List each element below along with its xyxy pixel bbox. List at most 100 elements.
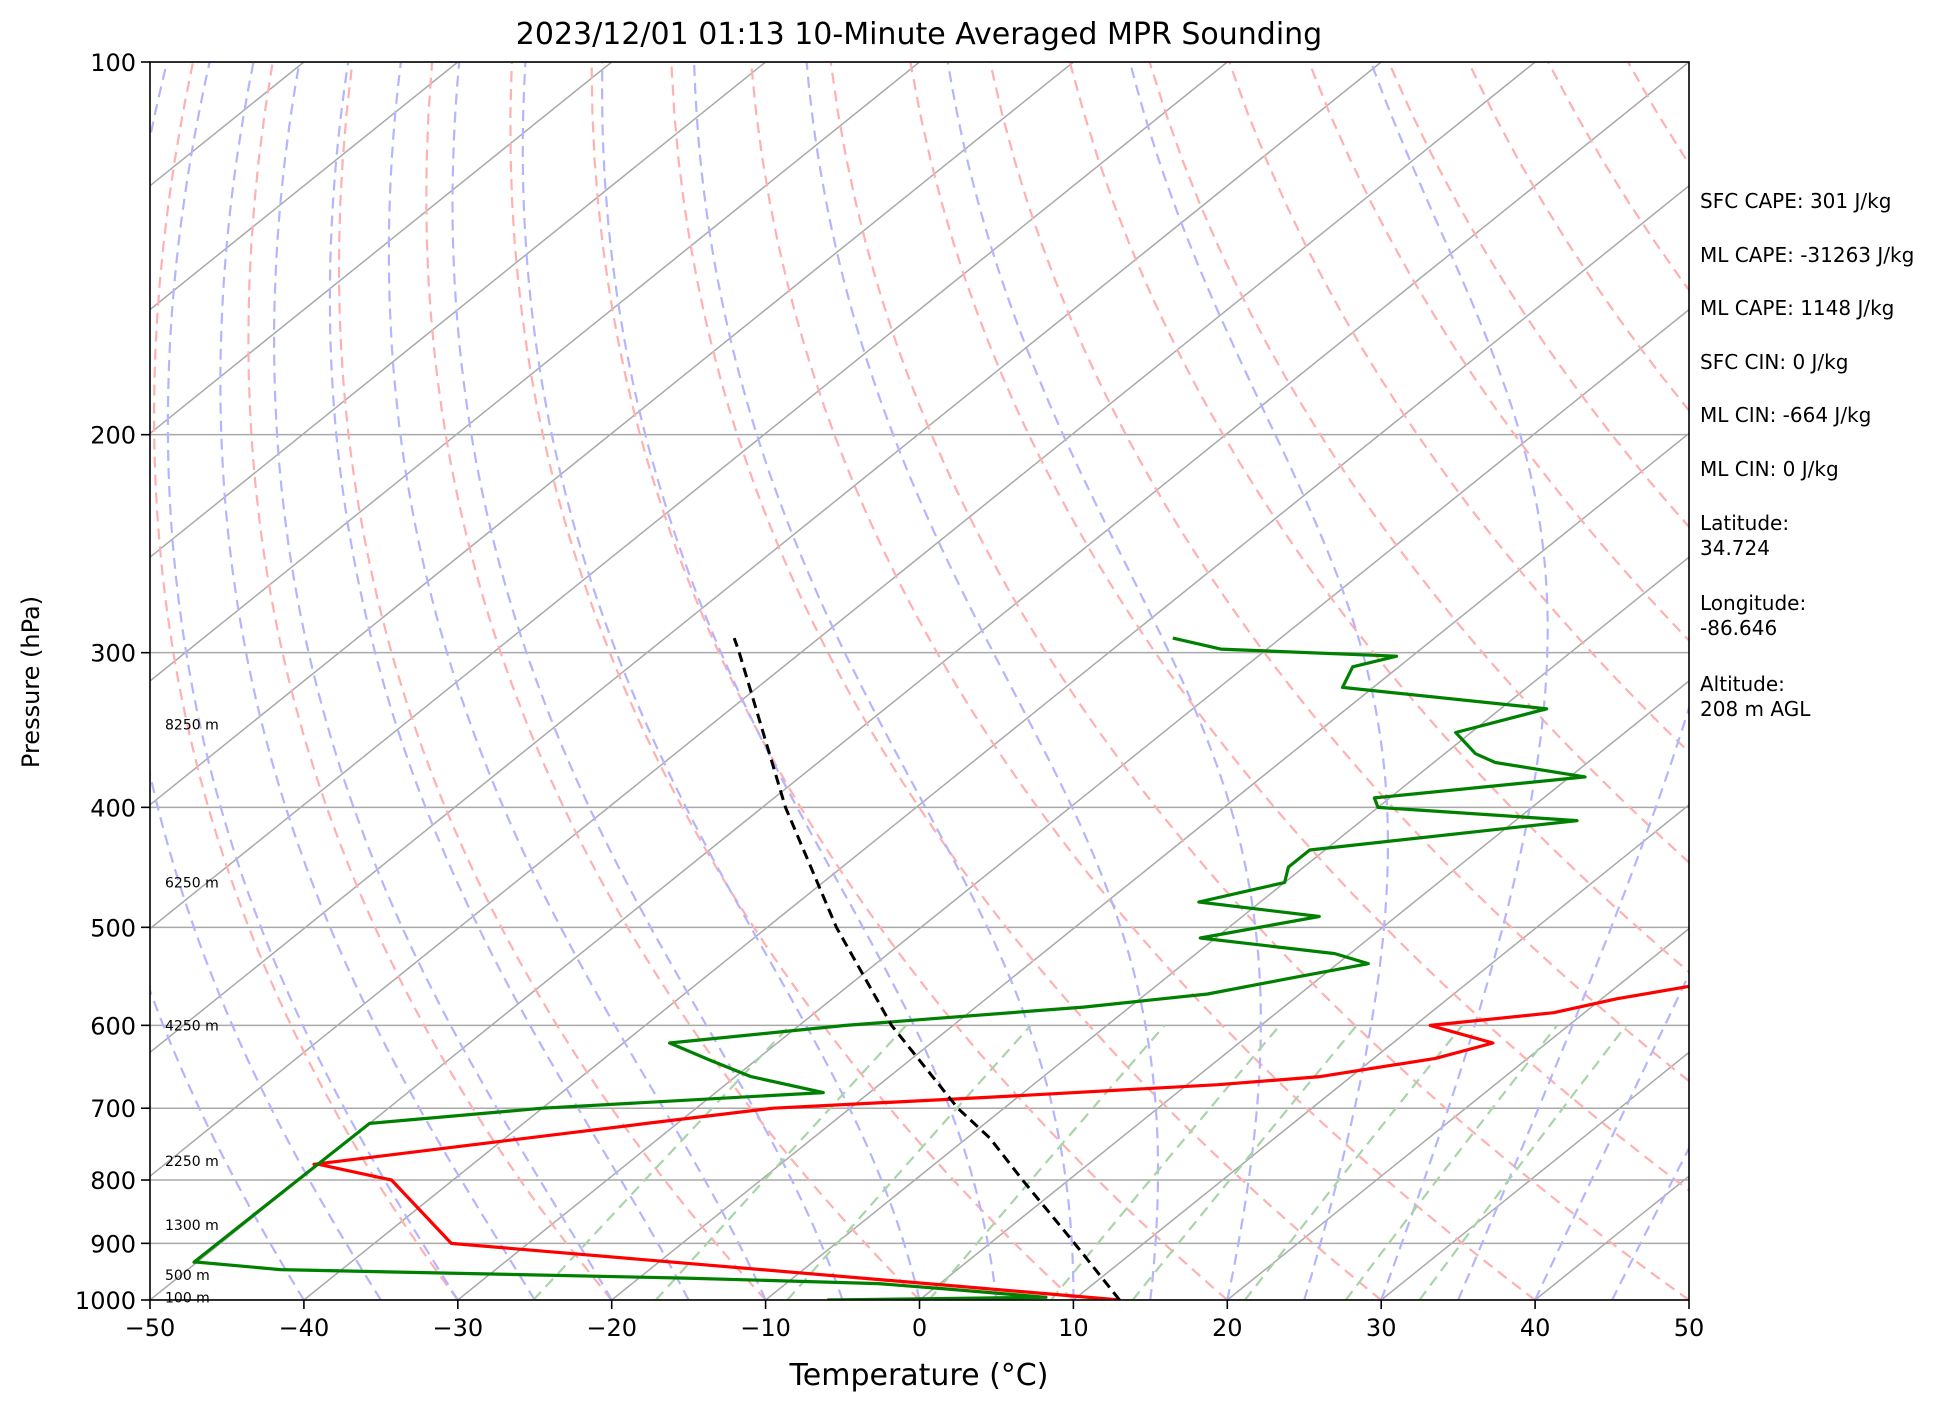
moist-adiabat-line: [150, 62, 382, 1300]
y-tick-label: 100: [90, 49, 136, 77]
isotherm-line: [1226, 927, 1689, 1300]
y-tick-label: 900: [90, 1230, 136, 1258]
mixing-ratio-line: [928, 1024, 1166, 1300]
moist-adiabat-line: [1611, 1145, 1689, 1300]
isotherm-line: [150, 62, 1074, 806]
y-tick-label: 300: [90, 640, 136, 668]
height-label: 100 m: [165, 1290, 210, 1306]
x-tick-label: 30: [1366, 1314, 1397, 1342]
moist-adiabat-line: [219, 62, 536, 1300]
height-label: 2250 m: [165, 1154, 219, 1170]
x-tick-label: −30: [432, 1314, 483, 1342]
x-tick-label: −20: [586, 1314, 637, 1342]
moist-adiabat-line: [693, 62, 1075, 1300]
ml-cin-text-1: ML CIN: -664 J/kg: [1700, 403, 1872, 427]
height-label: 4250 m: [165, 1018, 219, 1034]
data-lines: [192, 636, 1689, 1300]
x-axis-label: Temperature (°C): [789, 1358, 1049, 1393]
dry-adiabat-line: [749, 62, 1536, 1300]
dry-adiabat-line: [1068, 62, 1689, 974]
background-lines: [150, 62, 1689, 1300]
parcel-profile: [732, 637, 1121, 1300]
moist-adiabat-line: [946, 62, 1262, 1300]
dry-adiabat-line: [989, 62, 1689, 1083]
dry-adiabat-line: [152, 62, 459, 1300]
mixing-ratio-line: [1131, 1024, 1358, 1300]
sfc-cape-text: SFC CAPE: 301 J/kg: [1700, 189, 1892, 213]
axis-ticks: −50 −40 −30 −20 −10 0 10 20 30 40 50 1000 900 800 700 6…: [75, 49, 1704, 1342]
y-tick-label: 700: [90, 1095, 136, 1123]
mixing-ratio-line: [786, 1024, 1032, 1300]
y-tick-label: 400: [90, 794, 136, 822]
x-tick-label: 20: [1212, 1314, 1243, 1342]
isotherm-line: [150, 62, 459, 311]
height-labels: 100 m 500 m 1300 m 2250 m 4250 m 6250 m 8250 m: [165, 718, 219, 1307]
height-label: 500 m: [165, 1268, 210, 1284]
height-label: 8250 m: [165, 718, 219, 734]
y-tick-label: 1000: [75, 1287, 136, 1315]
dry-adiabat-line: [829, 62, 1689, 1300]
x-tick-label: 40: [1520, 1314, 1551, 1342]
moist-adiabat-line: [328, 62, 690, 1300]
isotherm-line: [919, 680, 1689, 1300]
moist-adiabat-line: [1128, 62, 1389, 1300]
moist-adiabat-line: [1457, 62, 1689, 1300]
latitude-text: Latitude: 34.724: [1700, 511, 1790, 560]
x-tick-label: 50: [1674, 1314, 1705, 1342]
mixing-ratio-line: [1418, 1024, 1628, 1300]
dry-adiabat-line: [590, 62, 1229, 1300]
y-tick-label: 500: [90, 914, 136, 942]
height-label: 6250 m: [165, 875, 219, 891]
mixing-ratio-line: [1344, 1024, 1558, 1300]
isotherm-line: [150, 62, 1689, 1300]
isotherm-line: [150, 62, 1536, 1178]
dry-adiabat-line: [247, 62, 613, 1300]
dry-adiabat-line: [1148, 62, 1689, 864]
dry-adiabat-line: [909, 62, 1689, 1192]
sfc-cin-text: SFC CIN: 0 J/kg: [1700, 350, 1849, 374]
mixing-ratio-line: [1244, 1024, 1464, 1300]
dry-adiabat-line: [670, 62, 1382, 1300]
y-axis-label: Pressure (hPa): [17, 596, 45, 768]
moist-adiabat-line: [521, 62, 921, 1300]
moist-adiabat-line: [166, 62, 459, 1300]
ml-cin-text-2: ML CIN: 0 J/kg: [1700, 457, 1839, 481]
mixing-ratio-line: [532, 1024, 791, 1300]
x-tick-label: 10: [1058, 1314, 1089, 1342]
isotherm-line: [150, 62, 1382, 1054]
temperature-profile: [312, 984, 1689, 1300]
x-tick-label: −40: [279, 1314, 330, 1342]
ml-cape-text-2: ML CAPE: 1148 J/kg: [1700, 296, 1895, 320]
x-tick-label: 0: [912, 1314, 927, 1342]
isotherm-line: [457, 308, 1689, 1300]
moist-adiabat-line: [600, 62, 998, 1300]
height-label: 1300 m: [165, 1218, 219, 1234]
isotherm-line: [150, 62, 613, 435]
moist-adiabat-line: [273, 62, 613, 1300]
x-tick-label: −10: [740, 1314, 791, 1342]
dewpoint-profile: [192, 636, 1587, 1300]
isotherm-line: [150, 62, 920, 682]
dry-adiabat-line: [1228, 62, 1689, 754]
longitude-text: Longitude: -86.646: [1700, 591, 1807, 640]
x-tick-label: −50: [125, 1314, 176, 1342]
isotherm-line: [1380, 1051, 1689, 1300]
ml-cape-text-1: ML CAPE: -31263 J/kg: [1700, 243, 1915, 267]
dry-adiabat-line: [337, 62, 767, 1300]
chart-title: 2023/12/01 01:13 10-Minute Averaged MPR …: [516, 17, 1322, 52]
y-tick-label: 200: [90, 422, 136, 450]
moist-adiabat-line: [1534, 971, 1689, 1300]
moist-adiabat-line: [387, 62, 767, 1300]
isotherm-line: [150, 62, 767, 559]
y-tick-label: 600: [90, 1012, 136, 1040]
dry-adiabat-line: [509, 62, 1075, 1300]
isotherm-line: [765, 556, 1689, 1300]
moist-adiabat-line: [451, 62, 844, 1300]
isotherm-line: [150, 62, 1228, 930]
mixing-ratio-line: [655, 1024, 907, 1300]
isotherm-line: [303, 184, 1689, 1300]
isotherm-line: [150, 62, 305, 187]
altitude-text: Altitude: 208 m AGL: [1700, 672, 1811, 721]
isotherm-line: [1072, 803, 1689, 1300]
isotherm-line: [611, 432, 1689, 1300]
